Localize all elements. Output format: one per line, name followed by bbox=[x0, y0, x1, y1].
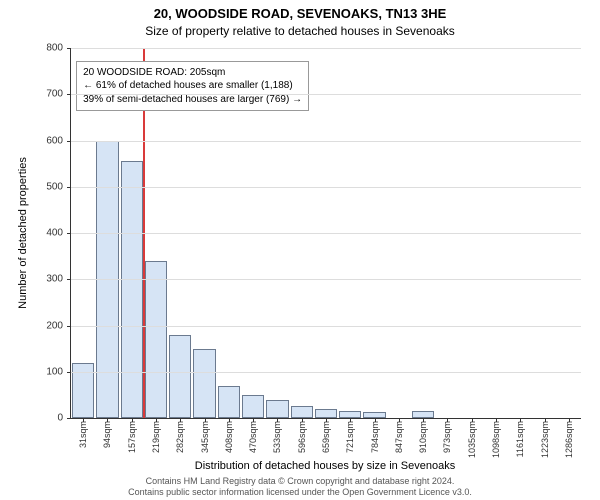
bar bbox=[412, 411, 434, 418]
bar bbox=[169, 335, 191, 418]
gridline bbox=[71, 141, 581, 142]
annotation-box: 20 WOODSIDE ROAD: 205sqm ← 61% of detach… bbox=[76, 61, 309, 112]
x-tick-label: 721sqm bbox=[345, 421, 355, 453]
bar bbox=[218, 386, 240, 418]
gridline bbox=[71, 48, 581, 49]
y-tick bbox=[67, 94, 71, 95]
y-tick bbox=[67, 372, 71, 373]
y-tick bbox=[67, 279, 71, 280]
annotation-line-2: ← 61% of detached houses are smaller (1,… bbox=[83, 79, 302, 93]
x-tick-label: 408sqm bbox=[224, 421, 234, 453]
chart-plot-area: 20 WOODSIDE ROAD: 205sqm ← 61% of detach… bbox=[70, 48, 581, 419]
x-tick-label: 470sqm bbox=[248, 421, 258, 453]
x-tick-label: 1098sqm bbox=[491, 421, 501, 458]
y-tick bbox=[67, 326, 71, 327]
bar bbox=[315, 409, 337, 418]
y-axis-title: Number of detached properties bbox=[16, 48, 30, 418]
bar bbox=[339, 411, 361, 418]
x-tick-label: 847sqm bbox=[394, 421, 404, 453]
y-tick-label: 0 bbox=[57, 413, 63, 424]
footer: Contains HM Land Registry data © Crown c… bbox=[0, 476, 600, 498]
y-tick bbox=[67, 141, 71, 142]
x-tick-label: 1223sqm bbox=[540, 421, 550, 458]
bar bbox=[193, 349, 215, 418]
x-tick-label: 31sqm bbox=[78, 421, 88, 448]
annotation-line-1: 20 WOODSIDE ROAD: 205sqm bbox=[83, 66, 302, 80]
footer-line-2: Contains public sector information licen… bbox=[0, 487, 600, 498]
x-tick-label: 784sqm bbox=[370, 421, 380, 453]
x-tick-label: 973sqm bbox=[442, 421, 452, 453]
x-tick-label: 157sqm bbox=[127, 421, 137, 453]
y-tick bbox=[67, 48, 71, 49]
x-tick-label: 596sqm bbox=[297, 421, 307, 453]
gridline bbox=[71, 187, 581, 188]
x-tick-label: 533sqm bbox=[272, 421, 282, 453]
x-tick-label: 345sqm bbox=[200, 421, 210, 453]
x-tick-label: 94sqm bbox=[102, 421, 112, 448]
y-tick-label: 400 bbox=[46, 228, 63, 239]
bar bbox=[291, 406, 313, 418]
y-tick-label: 300 bbox=[46, 274, 63, 285]
footer-line-1: Contains HM Land Registry data © Crown c… bbox=[0, 476, 600, 487]
y-tick bbox=[67, 418, 71, 419]
x-tick-label: 282sqm bbox=[175, 421, 185, 453]
bar bbox=[242, 395, 264, 418]
gridline bbox=[71, 326, 581, 327]
x-axis-title: Distribution of detached houses by size … bbox=[70, 460, 580, 472]
x-tick-label: 1161sqm bbox=[515, 421, 525, 457]
x-tick-label: 219sqm bbox=[151, 421, 161, 453]
chart-title: 20, WOODSIDE ROAD, SEVENOAKS, TN13 3HE bbox=[0, 6, 600, 21]
y-tick bbox=[67, 233, 71, 234]
y-tick bbox=[67, 187, 71, 188]
y-tick-label: 100 bbox=[46, 366, 63, 377]
gridline bbox=[71, 94, 581, 95]
bar bbox=[266, 400, 288, 419]
y-tick-label: 200 bbox=[46, 320, 63, 331]
gridline bbox=[71, 233, 581, 234]
x-tick-label: 1286sqm bbox=[564, 421, 574, 458]
gridline bbox=[71, 372, 581, 373]
chart-subtitle: Size of property relative to detached ho… bbox=[0, 24, 600, 38]
y-axis-title-text: Number of detached properties bbox=[17, 157, 29, 309]
x-tick-label: 1035sqm bbox=[467, 421, 477, 458]
y-tick-label: 700 bbox=[46, 89, 63, 100]
x-tick-label: 659sqm bbox=[321, 421, 331, 453]
y-tick-label: 500 bbox=[46, 181, 63, 192]
y-tick-label: 600 bbox=[46, 135, 63, 146]
x-tick-label: 910sqm bbox=[418, 421, 428, 453]
y-tick-label: 800 bbox=[46, 43, 63, 54]
bar bbox=[145, 261, 167, 418]
gridline bbox=[71, 279, 581, 280]
bar bbox=[121, 161, 143, 418]
